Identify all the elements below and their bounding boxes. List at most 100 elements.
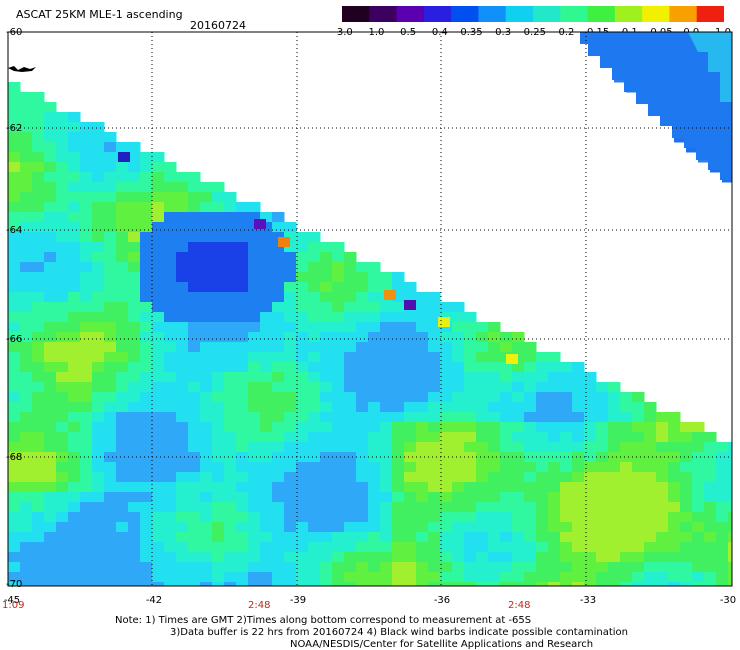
heatmap-cell <box>332 512 345 523</box>
heatmap-cell <box>224 432 237 443</box>
heatmap-cell <box>464 412 477 423</box>
heatmap-cell <box>404 512 417 523</box>
heatmap-cell <box>8 272 21 283</box>
heatmap-cell <box>56 462 69 473</box>
heatmap-cell <box>380 542 393 553</box>
heatmap-cell <box>164 282 177 293</box>
heatmap-cell <box>128 422 141 433</box>
heatmap-cell <box>128 552 141 563</box>
heatmap-cell <box>44 312 57 323</box>
heatmap-cell <box>608 512 621 523</box>
heatmap-cell <box>188 332 201 343</box>
heatmap-cell <box>716 442 729 453</box>
heatmap-cell <box>416 582 429 586</box>
heatmap-cell <box>368 372 381 383</box>
heatmap-cell <box>584 552 597 563</box>
heatmap-cell <box>176 222 189 233</box>
heatmap-cell <box>176 202 189 213</box>
heatmap-cell <box>476 542 489 553</box>
heatmap-cell <box>452 432 465 443</box>
heatmap-cell <box>32 572 45 583</box>
heatmap-cell <box>728 442 732 453</box>
heatmap-cell <box>296 462 309 473</box>
heatmap-cell <box>560 522 573 533</box>
heatmap-cell <box>716 512 729 523</box>
heatmap-cell <box>92 552 105 563</box>
heatmap-cell <box>188 572 201 583</box>
heatmap-cell <box>248 452 261 463</box>
heatmap-cell <box>560 502 573 513</box>
heatmap-cell <box>404 522 417 533</box>
heatmap-cell <box>260 522 273 533</box>
heatmap-cell <box>92 322 105 333</box>
heatmap-cell <box>320 382 333 393</box>
heatmap-cell <box>104 222 117 233</box>
heatmap-cell <box>104 582 117 586</box>
heatmap-cell <box>524 342 537 353</box>
heatmap-cell <box>644 512 657 523</box>
heatmap-cell <box>416 462 429 473</box>
heatmap-cell <box>128 282 141 293</box>
heatmap-cell <box>200 262 213 273</box>
heatmap-cell <box>356 492 369 503</box>
heatmap-cell <box>104 162 117 173</box>
heatmap-cell <box>584 542 597 553</box>
heatmap-cell <box>308 572 321 583</box>
heatmap-cell <box>332 372 345 383</box>
heatmap-cell <box>296 552 309 563</box>
heatmap-cell <box>392 402 405 413</box>
heatmap-cell <box>152 492 165 503</box>
heatmap-cell <box>308 442 321 453</box>
heatmap-cell <box>500 342 513 353</box>
heatmap-cell <box>152 382 165 393</box>
heatmap-cell <box>224 262 237 273</box>
heatmap-cell <box>20 202 33 213</box>
heatmap-cell <box>272 412 285 423</box>
heatmap-cell <box>224 202 237 213</box>
heatmap-cell <box>32 342 45 353</box>
heatmap-cell <box>224 572 237 583</box>
heatmap-cell <box>296 372 309 383</box>
heatmap-cell <box>68 372 81 383</box>
heatmap-cell <box>404 352 417 363</box>
heatmap-cell <box>560 512 573 523</box>
heatmap-cell <box>32 532 45 543</box>
heatmap-cell <box>260 422 273 433</box>
heatmap-cell <box>440 402 453 413</box>
heatmap-cell <box>80 242 93 253</box>
heatmap-cell <box>596 462 609 473</box>
heatmap-cell <box>392 322 405 333</box>
heatmap-cell <box>608 462 621 473</box>
heatmap-cell <box>272 462 285 473</box>
heatmap-cell <box>380 372 393 383</box>
heatmap-cell <box>344 372 357 383</box>
heatmap-cell <box>572 562 585 573</box>
heatmap-cell <box>248 402 261 413</box>
heatmap-cell <box>116 212 129 223</box>
heatmap-cell <box>584 582 597 586</box>
heatmap-cell <box>56 442 69 453</box>
heatmap-cell <box>248 582 261 586</box>
heatmap-cell <box>80 552 93 563</box>
heatmap-cell <box>224 552 237 563</box>
heatmap-cell <box>116 382 129 393</box>
heatmap-cell <box>176 382 189 393</box>
heatmap-cell <box>68 352 81 363</box>
heatmap-cell <box>368 322 381 333</box>
heatmap-cell <box>476 452 489 463</box>
heatmap-cell <box>56 112 69 123</box>
heatmap-cell <box>536 382 549 393</box>
heatmap-cell <box>416 402 429 413</box>
heatmap-cell <box>68 512 81 523</box>
heatmap-cell <box>620 522 633 533</box>
heatmap-cell <box>272 552 285 563</box>
heatmap-cell <box>584 382 597 393</box>
heatmap-cell <box>176 242 189 253</box>
heatmap-cell <box>176 252 189 263</box>
heatmap-cell <box>104 552 117 563</box>
heatmap-cell <box>296 442 309 453</box>
heatmap-cell <box>152 232 165 243</box>
heatmap-cell <box>392 382 405 393</box>
heatmap-cell <box>320 292 333 303</box>
heatmap-cell <box>668 532 681 543</box>
